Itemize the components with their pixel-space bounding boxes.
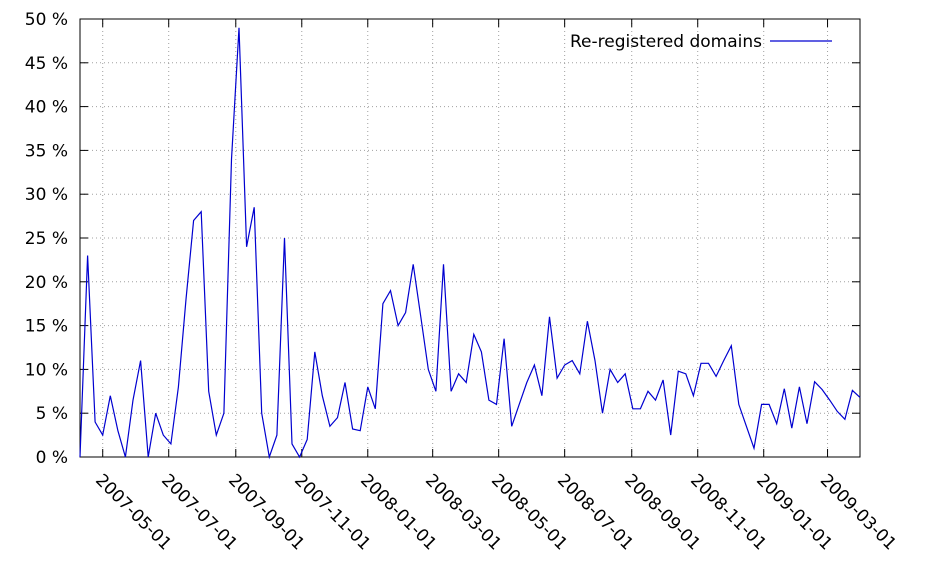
y-tick-label: 25 % bbox=[25, 229, 68, 249]
y-tick-label: 35 % bbox=[25, 141, 68, 161]
legend-label: Re-registered domains bbox=[570, 32, 762, 52]
plot-frame bbox=[79, 18, 861, 458]
y-tick-label: 50 % bbox=[25, 10, 68, 30]
y-tick-label: 0 % bbox=[36, 448, 68, 468]
y-tick-label: 40 % bbox=[25, 98, 68, 118]
y-tick-label: 10 % bbox=[25, 360, 68, 380]
y-tick-label: 15 % bbox=[25, 317, 68, 337]
y-tick-label: 20 % bbox=[25, 273, 68, 293]
data-line bbox=[79, 27, 861, 460]
y-tick-label: 30 % bbox=[25, 185, 68, 205]
y-tick-label: 5 % bbox=[36, 404, 68, 424]
y-tick-label: 45 % bbox=[25, 54, 68, 74]
